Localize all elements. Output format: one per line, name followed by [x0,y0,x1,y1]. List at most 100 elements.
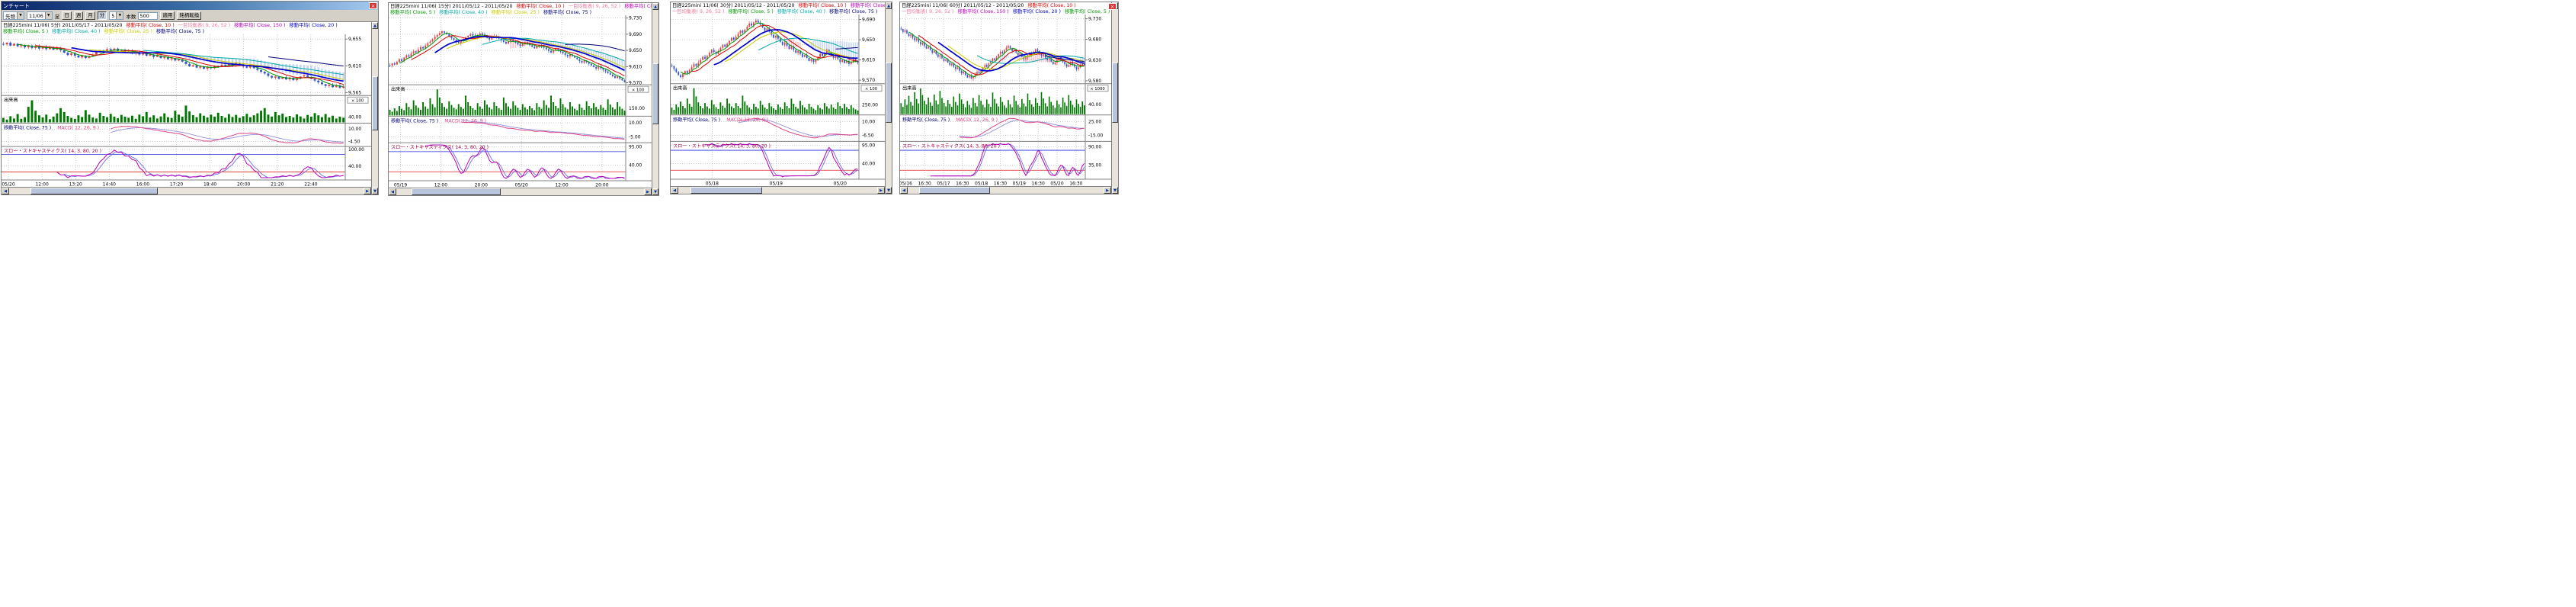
hscroll-track[interactable] [396,188,644,195]
close-icon[interactable]: × [369,2,377,9]
svg-text:05/17: 05/17 [937,181,950,187]
hscroll-thumb[interactable] [411,188,501,195]
instrument-select[interactable]: 先物 ▼ [3,11,24,20]
svg-text:05/20: 05/20 [2,182,14,188]
period-button-day[interactable]: 日 [62,11,72,20]
vscroll-track[interactable] [652,10,658,188]
horizontal-scrollbar[interactable]: ◀ ▶ [389,188,652,195]
horizontal-scrollbar[interactable]: ◀ ▶ [2,187,371,194]
vscroll-thumb[interactable] [1112,62,1118,124]
svg-text:× 1000: × 1000 [1090,87,1105,92]
apply-button[interactable]: 適用 [160,11,175,20]
vscroll-track[interactable] [1112,9,1118,187]
chart-canvas: 05/19 12:00 20:00 05/20 12:00 20:00 9,730 9,690… [389,15,652,188]
hscroll-track[interactable] [9,188,364,194]
scroll-left-icon[interactable]: ◀ [389,188,396,195]
hscroll-thumb[interactable] [690,187,762,194]
svg-text:-15.00: -15.00 [1088,133,1104,139]
scroll-up-icon[interactable]: ▲ [886,2,892,9]
svg-text:16:30: 16:30 [918,181,931,187]
period-button-month[interactable]: 月 [85,11,95,20]
svg-text:20:00: 20:00 [237,182,250,188]
vertical-scrollbar[interactable]: ▲▼ [885,2,892,194]
minutes-select[interactable]: 5 ▼ [109,11,124,20]
legend-item: 移動平均( Close, 150 ) [234,23,286,28]
legend-item: 移動平均( Close, 150 ) [850,3,885,8]
svg-text:9,610: 9,610 [629,64,642,69]
hscroll-track[interactable] [678,187,877,194]
svg-text:17:20: 17:20 [170,182,183,188]
scroll-down-icon[interactable]: ▼ [372,188,378,194]
legend-item: 移動平均( Close, 75 ) [829,8,878,14]
close-icon[interactable]: × [1108,3,1117,10]
vertical-scrollbar[interactable]: ▲▼ [371,22,378,194]
chart-window-15min: 日経225mini 11/06( 15分) 2011/05/12 - 2011/… [388,2,659,196]
svg-text:05/19: 05/19 [394,183,407,188]
hscroll-thumb[interactable] [919,187,990,194]
scroll-left-icon[interactable]: ◀ [900,187,908,194]
svg-text:移動平均( Close, 75 )MACD( 12, 26,: 移動平均( Close, 75 ) MACD( 12, 26, 9 ) [391,117,486,124]
scroll-up-icon[interactable]: ▲ [652,3,658,10]
contract-select[interactable]: 11/06 ▼ [27,11,53,20]
vscroll-thumb[interactable] [886,62,892,124]
chevron-down-icon[interactable]: ▼ [116,12,123,19]
period-button-week[interactable]: 週 [73,11,84,20]
scroll-left-icon[interactable]: ◀ [2,188,9,194]
svg-text:-5.00: -5.00 [629,134,641,140]
svg-text:22:40: 22:40 [304,182,317,188]
symbol-switch-button[interactable]: 銘柄転換 [177,11,202,20]
vertical-scrollbar[interactable]: ▲▼ [1111,2,1118,194]
chevron-down-icon[interactable]: ▼ [44,12,52,19]
chart-column: 日経225mini 11/06( 30分) 2011/05/12 - 2011/… [671,2,885,194]
chevron-down-icon[interactable]: ▼ [17,12,24,19]
scroll-right-icon[interactable]: ▶ [1104,187,1111,194]
svg-text:9,690: 9,690 [862,18,875,23]
chart-column: 日経225mini 11/06( 5分) 2011/05/17 - 2011/0… [2,22,371,194]
svg-text:05/19: 05/19 [770,181,783,187]
chart-column: 日経225mini 11/06( 60分) 2011/05/12 - 2011/… [900,2,1111,194]
scroll-down-icon[interactable]: ▼ [652,188,658,195]
scroll-right-icon[interactable]: ▶ [644,188,652,195]
scroll-down-icon[interactable]: ▼ [1112,187,1118,194]
vertical-scrollbar[interactable]: ▲▼ [652,3,658,195]
vscroll-track[interactable] [372,29,378,188]
legend-rows: 日経225mini 11/06( 60分) 2011/05/12 - 2011/… [900,2,1111,14]
scroll-left-icon[interactable]: ◀ [671,187,678,194]
vscroll-track[interactable] [886,9,892,187]
window-body: 日経225mini 11/06( 5分) 2011/05/17 - 2011/0… [2,22,378,194]
scroll-down-icon[interactable]: ▼ [886,187,892,194]
period-button-minute[interactable]: 分 [97,11,107,20]
vscroll-thumb[interactable] [372,76,378,131]
scroll-right-icon[interactable]: ▶ [364,188,371,194]
svg-text:13:20: 13:20 [69,182,82,188]
svg-text:9,570: 9,570 [629,80,642,85]
scroll-up-icon[interactable]: ▲ [372,22,378,29]
horizontal-scrollbar[interactable]: ◀ ▶ [671,186,885,194]
svg-text:250.00: 250.00 [862,103,878,108]
ashi-label: 足 [54,13,60,20]
svg-text:40.00: 40.00 [629,162,642,168]
svg-text:スロー・ストキャスティクス( 14, 3, 80, 20 ): スロー・ストキャスティクス( 14, 3, 80, 20 ) [391,145,489,150]
chart-title: 日経225mini 11/06( 60分) 2011/05/12 - 2011/… [902,3,1024,8]
window-titlebar[interactable]: ンチャート × [2,2,378,10]
legend-rows: 日経225mini 11/06( 5分) 2011/05/17 - 2011/0… [2,22,371,34]
vscroll-thumb[interactable] [652,63,658,124]
hscroll-track[interactable] [908,187,1104,194]
minutes-value: 5 [111,12,115,19]
svg-text:移動平均( Close, 75 )MACD( 12, 26,: 移動平均( Close, 75 ) MACD( 12, 26, 9 ) [902,117,998,123]
hscroll-thumb[interactable] [30,188,159,194]
horizontal-scrollbar[interactable]: ◀ ▶ [900,186,1111,194]
legend-item: 移動平均( Close, 5 ) [390,9,436,15]
svg-text:90.00: 90.00 [1088,145,1101,150]
legend-rows: 日経225mini 11/06( 15分) 2011/05/12 - 2011/… [389,3,652,15]
chart-title: 日経225mini 11/06( 15分) 2011/05/12 - 2011/… [390,4,513,9]
scroll-right-icon[interactable]: ▶ [877,187,885,194]
svg-text:40.00: 40.00 [862,162,875,167]
svg-text:25.00: 25.00 [1088,119,1101,124]
window-title: ンチャート [3,2,30,9]
count-input[interactable] [138,11,159,20]
legend-item: 移動平均( Close, 25 ) [491,9,540,15]
svg-text:16:30: 16:30 [1032,181,1045,187]
svg-text:35.00: 35.00 [1088,163,1101,169]
svg-text:40.00: 40.00 [348,164,361,169]
